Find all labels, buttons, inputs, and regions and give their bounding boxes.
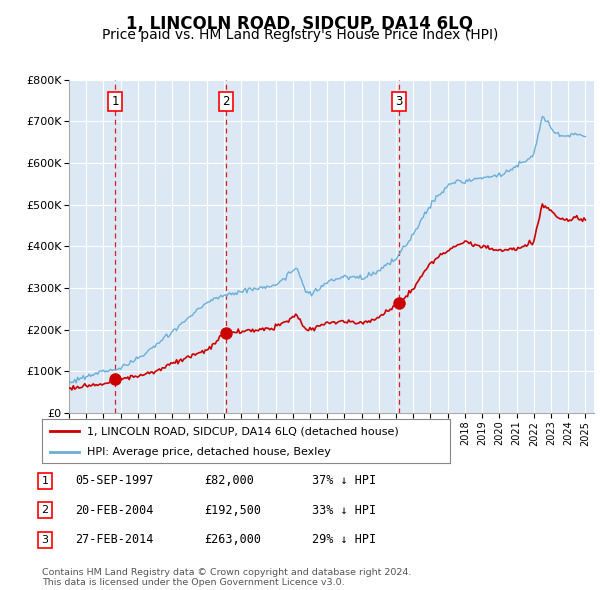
Text: 05-SEP-1997: 05-SEP-1997 <box>75 474 154 487</box>
Text: 3: 3 <box>395 95 403 108</box>
Text: £263,000: £263,000 <box>204 533 261 546</box>
Text: 2: 2 <box>41 506 49 515</box>
Text: 1: 1 <box>111 95 119 108</box>
Text: £82,000: £82,000 <box>204 474 254 487</box>
Text: 29% ↓ HPI: 29% ↓ HPI <box>312 533 376 546</box>
Text: 1, LINCOLN ROAD, SIDCUP, DA14 6LQ: 1, LINCOLN ROAD, SIDCUP, DA14 6LQ <box>127 15 473 33</box>
Text: £192,500: £192,500 <box>204 504 261 517</box>
Text: 3: 3 <box>41 535 49 545</box>
Text: 20-FEB-2004: 20-FEB-2004 <box>75 504 154 517</box>
Text: HPI: Average price, detached house, Bexley: HPI: Average price, detached house, Bexl… <box>87 447 331 457</box>
Text: 33% ↓ HPI: 33% ↓ HPI <box>312 504 376 517</box>
Text: Price paid vs. HM Land Registry's House Price Index (HPI): Price paid vs. HM Land Registry's House … <box>102 28 498 42</box>
Text: 1, LINCOLN ROAD, SIDCUP, DA14 6LQ (detached house): 1, LINCOLN ROAD, SIDCUP, DA14 6LQ (detac… <box>87 427 398 436</box>
Text: 2: 2 <box>223 95 230 108</box>
Text: 37% ↓ HPI: 37% ↓ HPI <box>312 474 376 487</box>
Text: 27-FEB-2014: 27-FEB-2014 <box>75 533 154 546</box>
Text: Contains HM Land Registry data © Crown copyright and database right 2024.
This d: Contains HM Land Registry data © Crown c… <box>42 568 412 587</box>
Text: 1: 1 <box>41 476 49 486</box>
